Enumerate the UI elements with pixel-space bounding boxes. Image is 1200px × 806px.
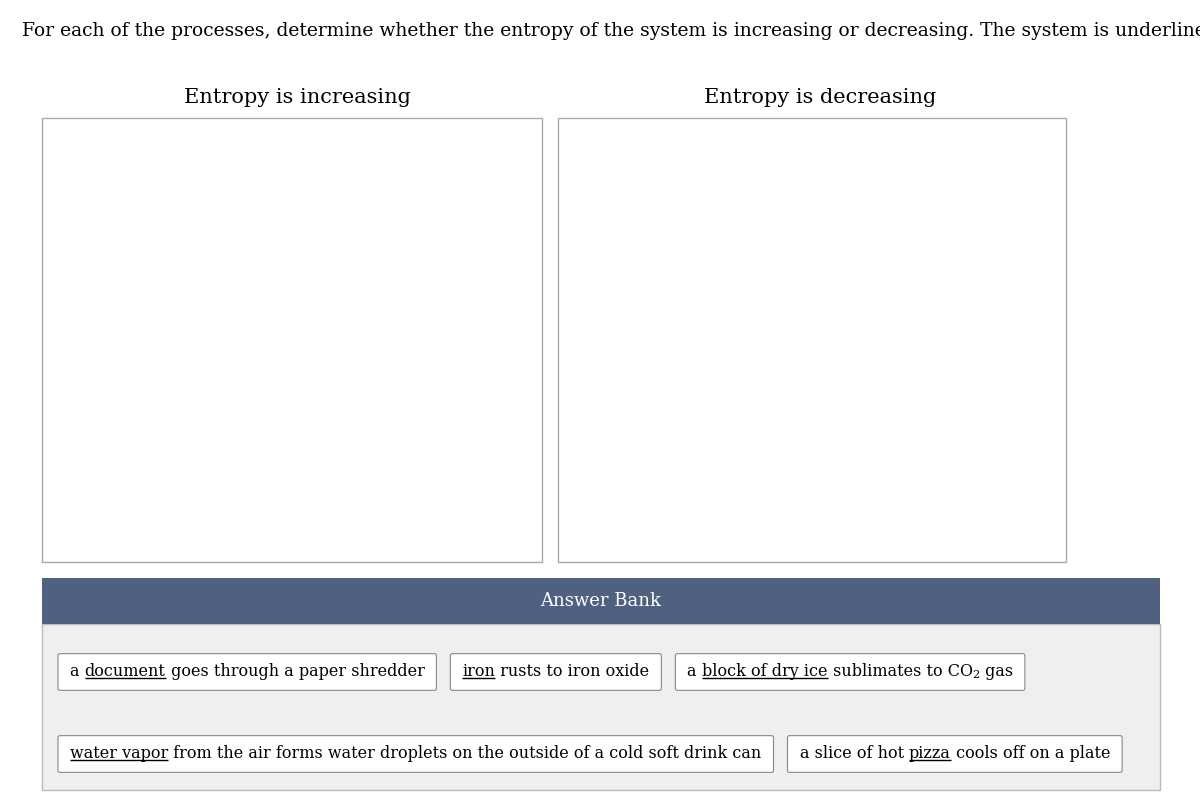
Text: cools off on a plate: cools off on a plate: [950, 746, 1110, 762]
Text: pizza: pizza: [908, 746, 950, 762]
FancyBboxPatch shape: [42, 118, 542, 562]
Text: rusts to iron oxide: rusts to iron oxide: [496, 663, 649, 680]
FancyBboxPatch shape: [787, 736, 1122, 772]
Text: 2: 2: [972, 671, 979, 680]
Text: gas: gas: [979, 663, 1013, 680]
Text: iron: iron: [462, 663, 496, 680]
Text: goes through a paper shredder: goes through a paper shredder: [166, 663, 425, 680]
Text: Answer Bank: Answer Bank: [540, 592, 661, 610]
Text: a slice of hot: a slice of hot: [799, 746, 908, 762]
Text: sublimates to CO: sublimates to CO: [828, 663, 972, 680]
Text: water vapor: water vapor: [70, 746, 168, 762]
FancyBboxPatch shape: [42, 624, 1160, 790]
Text: block of dry ice: block of dry ice: [702, 663, 828, 680]
Text: a: a: [70, 663, 85, 680]
Text: a: a: [688, 663, 702, 680]
FancyBboxPatch shape: [676, 654, 1025, 691]
FancyBboxPatch shape: [450, 654, 661, 691]
Text: Entropy is increasing: Entropy is increasing: [184, 88, 410, 107]
FancyBboxPatch shape: [558, 118, 1066, 562]
FancyBboxPatch shape: [42, 578, 1160, 624]
Text: document: document: [85, 663, 166, 680]
Text: from the air forms water droplets on the outside of a cold soft drink can: from the air forms water droplets on the…: [168, 746, 762, 762]
Text: Entropy is decreasing: Entropy is decreasing: [704, 88, 936, 107]
FancyBboxPatch shape: [58, 654, 437, 691]
Text: For each of the processes, determine whether the entropy of the system is increa: For each of the processes, determine whe…: [22, 22, 1200, 40]
FancyBboxPatch shape: [58, 736, 774, 772]
